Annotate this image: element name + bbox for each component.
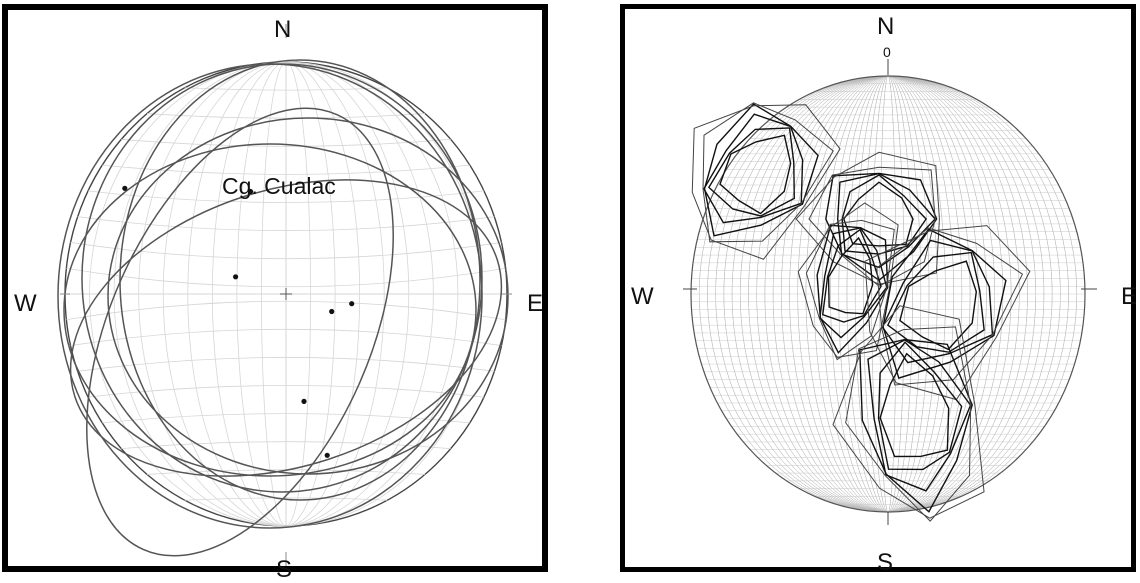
south-label: S xyxy=(877,549,894,576)
great-circle xyxy=(57,63,483,529)
density-contour xyxy=(827,236,874,315)
west-label: W xyxy=(631,283,654,310)
density-contour xyxy=(879,352,950,458)
stereonet-left xyxy=(57,24,512,566)
density-contour xyxy=(702,102,834,243)
density-contour xyxy=(836,172,937,269)
pole-point xyxy=(349,301,355,307)
density-contour xyxy=(816,224,889,354)
great-circle xyxy=(86,107,394,557)
density-contour xyxy=(859,338,973,513)
density-contour xyxy=(886,251,985,353)
great-circle xyxy=(81,63,483,493)
density-contour xyxy=(797,202,899,358)
pole-point xyxy=(329,308,335,315)
stereonet-panel-left: N S W E Cg. Cualac xyxy=(2,4,548,582)
density-contour xyxy=(795,151,940,285)
great-circle xyxy=(119,59,481,501)
great-circles xyxy=(57,59,509,557)
south-label: S xyxy=(276,556,293,583)
density-contour xyxy=(881,239,994,364)
density-contour xyxy=(867,339,972,492)
east-label: E xyxy=(1121,283,1138,310)
density-contour xyxy=(877,341,963,471)
density-contour xyxy=(845,326,972,522)
great-circle xyxy=(63,143,477,477)
pole-point xyxy=(122,185,128,191)
density-contour xyxy=(703,113,804,224)
west-label: W xyxy=(14,290,37,317)
density-contour xyxy=(882,228,1007,379)
density-stereonet xyxy=(683,59,1097,525)
density-contour xyxy=(876,227,1024,386)
density-contours xyxy=(691,102,1031,522)
density-contour xyxy=(808,166,936,287)
density-contour xyxy=(832,305,985,519)
density-contour xyxy=(719,134,792,215)
stereonet-panel-right: N 0 S W E xyxy=(620,4,1138,576)
density-contour xyxy=(691,104,841,260)
north-label: N xyxy=(877,13,895,40)
pole-points xyxy=(122,185,355,458)
density-contour xyxy=(843,181,914,247)
density-contour xyxy=(805,219,895,361)
density-contour xyxy=(864,225,1031,401)
density-contour xyxy=(821,228,882,323)
density-contour xyxy=(703,103,819,237)
density-contour xyxy=(825,172,938,282)
pole-point xyxy=(301,398,307,404)
density-contour xyxy=(819,227,888,339)
plot-title: Cg. Cualac xyxy=(222,173,336,199)
pole-point xyxy=(247,188,254,195)
north-label: N xyxy=(274,16,292,43)
great-circle xyxy=(69,179,503,477)
pole-point xyxy=(233,274,239,280)
zero-label: 0 xyxy=(883,44,891,60)
density-contour xyxy=(707,127,795,217)
density-contour xyxy=(899,260,978,351)
great-circle xyxy=(107,117,509,475)
pole-point xyxy=(324,452,330,458)
east-label: E xyxy=(527,290,544,317)
